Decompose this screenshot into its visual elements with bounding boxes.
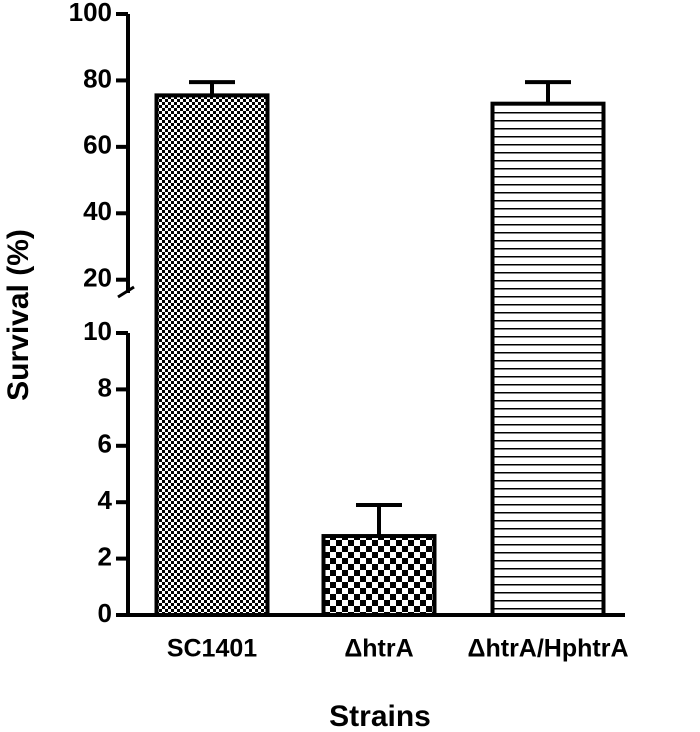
y-tick-label: 40 [83, 196, 112, 226]
y-tick-label: 0 [98, 598, 112, 628]
y-tick-label: 2 [98, 541, 112, 571]
x-tick-label: SC1401 [167, 635, 257, 663]
y-tick-label: 60 [83, 130, 112, 160]
x-tick-label: ΔhtrA/HphtrA [468, 635, 629, 663]
y-tick-label: 10 [83, 316, 112, 346]
x-tick-label: ΔhtrA [344, 635, 413, 663]
y-tick-label: 100 [69, 0, 112, 27]
y-tick-label: 80 [83, 63, 112, 93]
bar [321, 534, 437, 617]
y-tick-label: 4 [98, 485, 113, 515]
y-tick-label: 20 [83, 263, 112, 293]
bar [154, 93, 270, 617]
y-tick-label: 8 [98, 372, 112, 402]
x-axis-label: Strains [329, 700, 431, 732]
y-tick-label: 6 [98, 429, 112, 459]
y-axis-label: Survival (%) [2, 229, 35, 401]
bar [490, 101, 606, 618]
axis-break-mark [117, 285, 135, 299]
